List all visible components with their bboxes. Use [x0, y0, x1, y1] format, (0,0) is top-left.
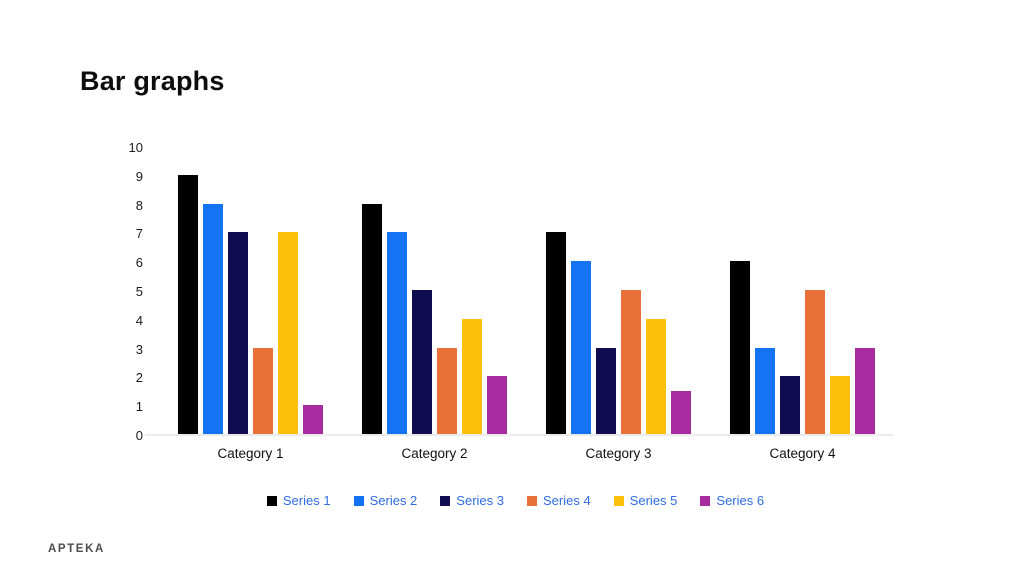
bar-series-1-category-4 [730, 261, 750, 434]
category-axis-label: Category 1 [217, 446, 284, 461]
bar-series-5-category-1 [278, 232, 298, 434]
y-tick-label: 8 [135, 197, 143, 213]
bar-series-5-category-4 [830, 376, 850, 434]
category-axis-label: Category 3 [585, 446, 652, 461]
legend-label: Series 5 [629, 493, 678, 508]
y-tick-label: 3 [135, 341, 143, 357]
legend-item-series-2: Series 2 [353, 493, 418, 508]
legend-swatch [440, 495, 451, 506]
legend-item-series-5: Series 5 [613, 493, 678, 508]
bar-group-category-3 [546, 146, 691, 434]
legend-swatch [700, 495, 711, 506]
bar-series-4-category-2 [437, 347, 457, 434]
bar-series-5-category-2 [462, 318, 482, 434]
category-axis-label: Category 4 [769, 446, 836, 461]
bar-series-6-category-4 [855, 347, 875, 434]
y-tick-label: 7 [135, 226, 143, 242]
bar-series-6-category-1 [303, 405, 323, 434]
legend-item-series-4: Series 4 [527, 493, 591, 508]
bar-series-1-category-1 [178, 174, 198, 434]
bar-series-2-category-3 [571, 261, 591, 434]
bar-series-3-category-3 [596, 347, 616, 434]
legend-item-series-6: Series 6 [700, 493, 764, 508]
bar-series-1-category-3 [546, 232, 566, 434]
y-tick-label: 10 [128, 140, 143, 155]
legend-swatch [266, 495, 277, 506]
legend-label: Series 2 [369, 493, 418, 508]
legend-label: Series 4 [543, 493, 591, 508]
page-title: Bar graphs [80, 66, 225, 96]
bar-group-category-4 [730, 146, 875, 434]
bar-series-6-category-3 [671, 390, 691, 434]
legend-label: Series 6 [716, 493, 765, 508]
bar-series-4-category-4 [805, 290, 825, 434]
legend-label: Series 1 [282, 493, 331, 508]
plot-area: Category 1 Category 2 Category 3 Category 4 [145, 146, 893, 461]
bar-series-4-category-1 [253, 347, 273, 434]
y-tick-label: 0 [135, 428, 143, 443]
bar-series-3-category-2 [412, 290, 432, 434]
bar-series-3-category-1 [228, 232, 248, 434]
y-tick-label: 5 [135, 284, 143, 299]
bar-series-2-category-4 [755, 347, 775, 434]
bar-series-2-category-2 [387, 232, 407, 434]
bar-series-4-category-3 [621, 290, 641, 434]
legend-swatch [613, 495, 624, 506]
legend-swatch [353, 495, 364, 506]
bar-series-1-category-2 [362, 203, 382, 434]
bar-series-3-category-4 [780, 376, 800, 434]
bar-group-category-1 [178, 146, 323, 434]
category-axis-label: Category 2 [401, 446, 468, 461]
y-tick-label: 9 [135, 168, 143, 184]
y-tick-label: 6 [135, 255, 143, 271]
legend-label: Series 3 [456, 493, 504, 508]
y-tick-label: 4 [135, 312, 143, 328]
y-tick-label: 1 [135, 399, 143, 415]
legend-item-series-1: Series 1 [266, 493, 331, 508]
y-tick-label: 2 [135, 370, 143, 386]
bar-group-category-2 [362, 146, 507, 434]
y-axis: 0 1 2 3 4 5 6 7 8 9 10 [0, 0, 143, 580]
legend-swatch [527, 495, 537, 506]
bar-series-6-category-2 [487, 376, 507, 434]
legend-item-series-3: Series 3 [440, 493, 504, 508]
bar-series-2-category-1 [203, 203, 223, 434]
legend: Series 1 Series 2 Series 3 Series 4 Series 5… [0, 493, 1031, 508]
apteka-logo: APTEKA [48, 543, 105, 555]
bar-series-5-category-3 [646, 318, 666, 434]
